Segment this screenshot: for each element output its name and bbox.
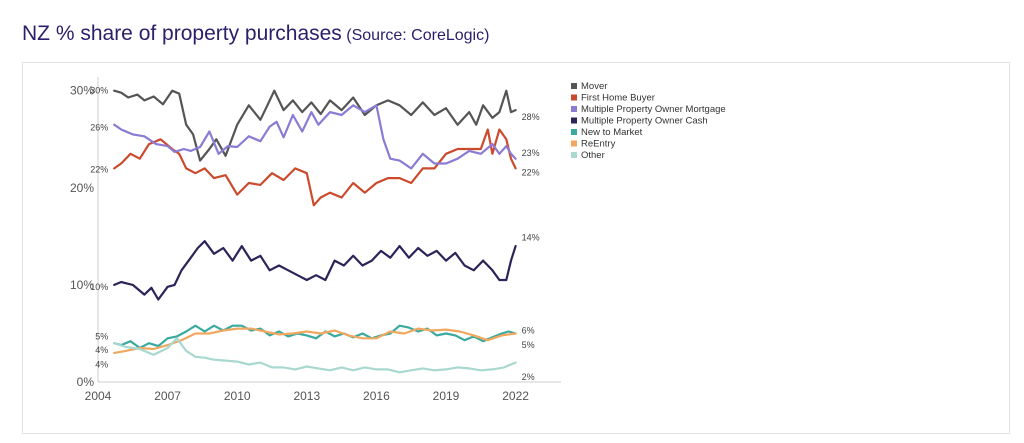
legend-swatch — [571, 152, 577, 158]
legend-swatch — [571, 94, 577, 101]
series-line-2 — [113, 104, 517, 170]
legend-swatch — [571, 83, 577, 89]
chart-title: NZ % share of property purchases — [22, 22, 342, 45]
legend-label: Other — [581, 150, 605, 161]
data-label: 4% — [95, 360, 108, 370]
data-label: 10% — [90, 282, 108, 292]
x-tick-label: 2016 — [363, 389, 390, 403]
legend-label: ReEntry — [581, 139, 616, 150]
chart-heading: NZ % share of property purchases (Source… — [22, 22, 489, 46]
legend-swatch — [571, 106, 577, 112]
y-tick-label: 20% — [70, 181, 94, 195]
series-line-0 — [113, 89, 517, 162]
series-line-4 — [113, 324, 517, 350]
series-line-6 — [113, 337, 517, 374]
data-label: 28% — [522, 112, 540, 122]
legend-swatch — [571, 129, 577, 135]
data-label: 22% — [90, 164, 108, 174]
legend-label: Multiple Property Owner Mortgage — [581, 104, 726, 115]
legend-swatch — [571, 117, 577, 124]
y-tick-label: 0% — [77, 375, 95, 389]
data-label: 5% — [522, 340, 535, 350]
x-tick-label: 2013 — [293, 389, 320, 403]
data-label: 30% — [90, 86, 108, 96]
data-label: 14% — [522, 232, 540, 242]
legend-label: First Home Buyer — [581, 93, 655, 104]
legend-label: Mover — [581, 81, 607, 92]
data-label: 5% — [95, 331, 108, 341]
data-label: 23% — [522, 148, 540, 158]
series-line-3 — [113, 240, 517, 301]
line-chart: 30% 20% 10% 0%2004 2007 2010 2013 2016 2019 2022 3… — [70, 77, 726, 403]
legend-swatch — [571, 140, 577, 147]
data-label: 6% — [522, 326, 535, 336]
data-label: 26% — [90, 123, 108, 133]
x-tick-label: 2019 — [433, 389, 460, 403]
y-tick-label: 10% — [70, 278, 94, 292]
chart-subtitle: (Source: CoreLogic) — [346, 27, 490, 44]
legend-label: New to Market — [581, 127, 643, 138]
data-label: 4% — [95, 345, 108, 355]
series-line-1 — [113, 128, 517, 207]
data-label: 22% — [522, 167, 540, 177]
data-label: 2% — [522, 372, 535, 382]
x-tick-label: 2007 — [154, 389, 181, 403]
x-tick-label: 2010 — [224, 389, 251, 403]
x-tick-label: 2022 — [502, 389, 529, 403]
chart-panel: 30% 20% 10% 0% 2004 2007 2010 2013 2016 2019 2022 3… — [22, 62, 1010, 434]
y-tick-label: 30% — [70, 84, 94, 98]
x-tick-label: 2004 — [85, 389, 112, 403]
legend-label: Multiple Property Owner Cash — [581, 116, 708, 127]
